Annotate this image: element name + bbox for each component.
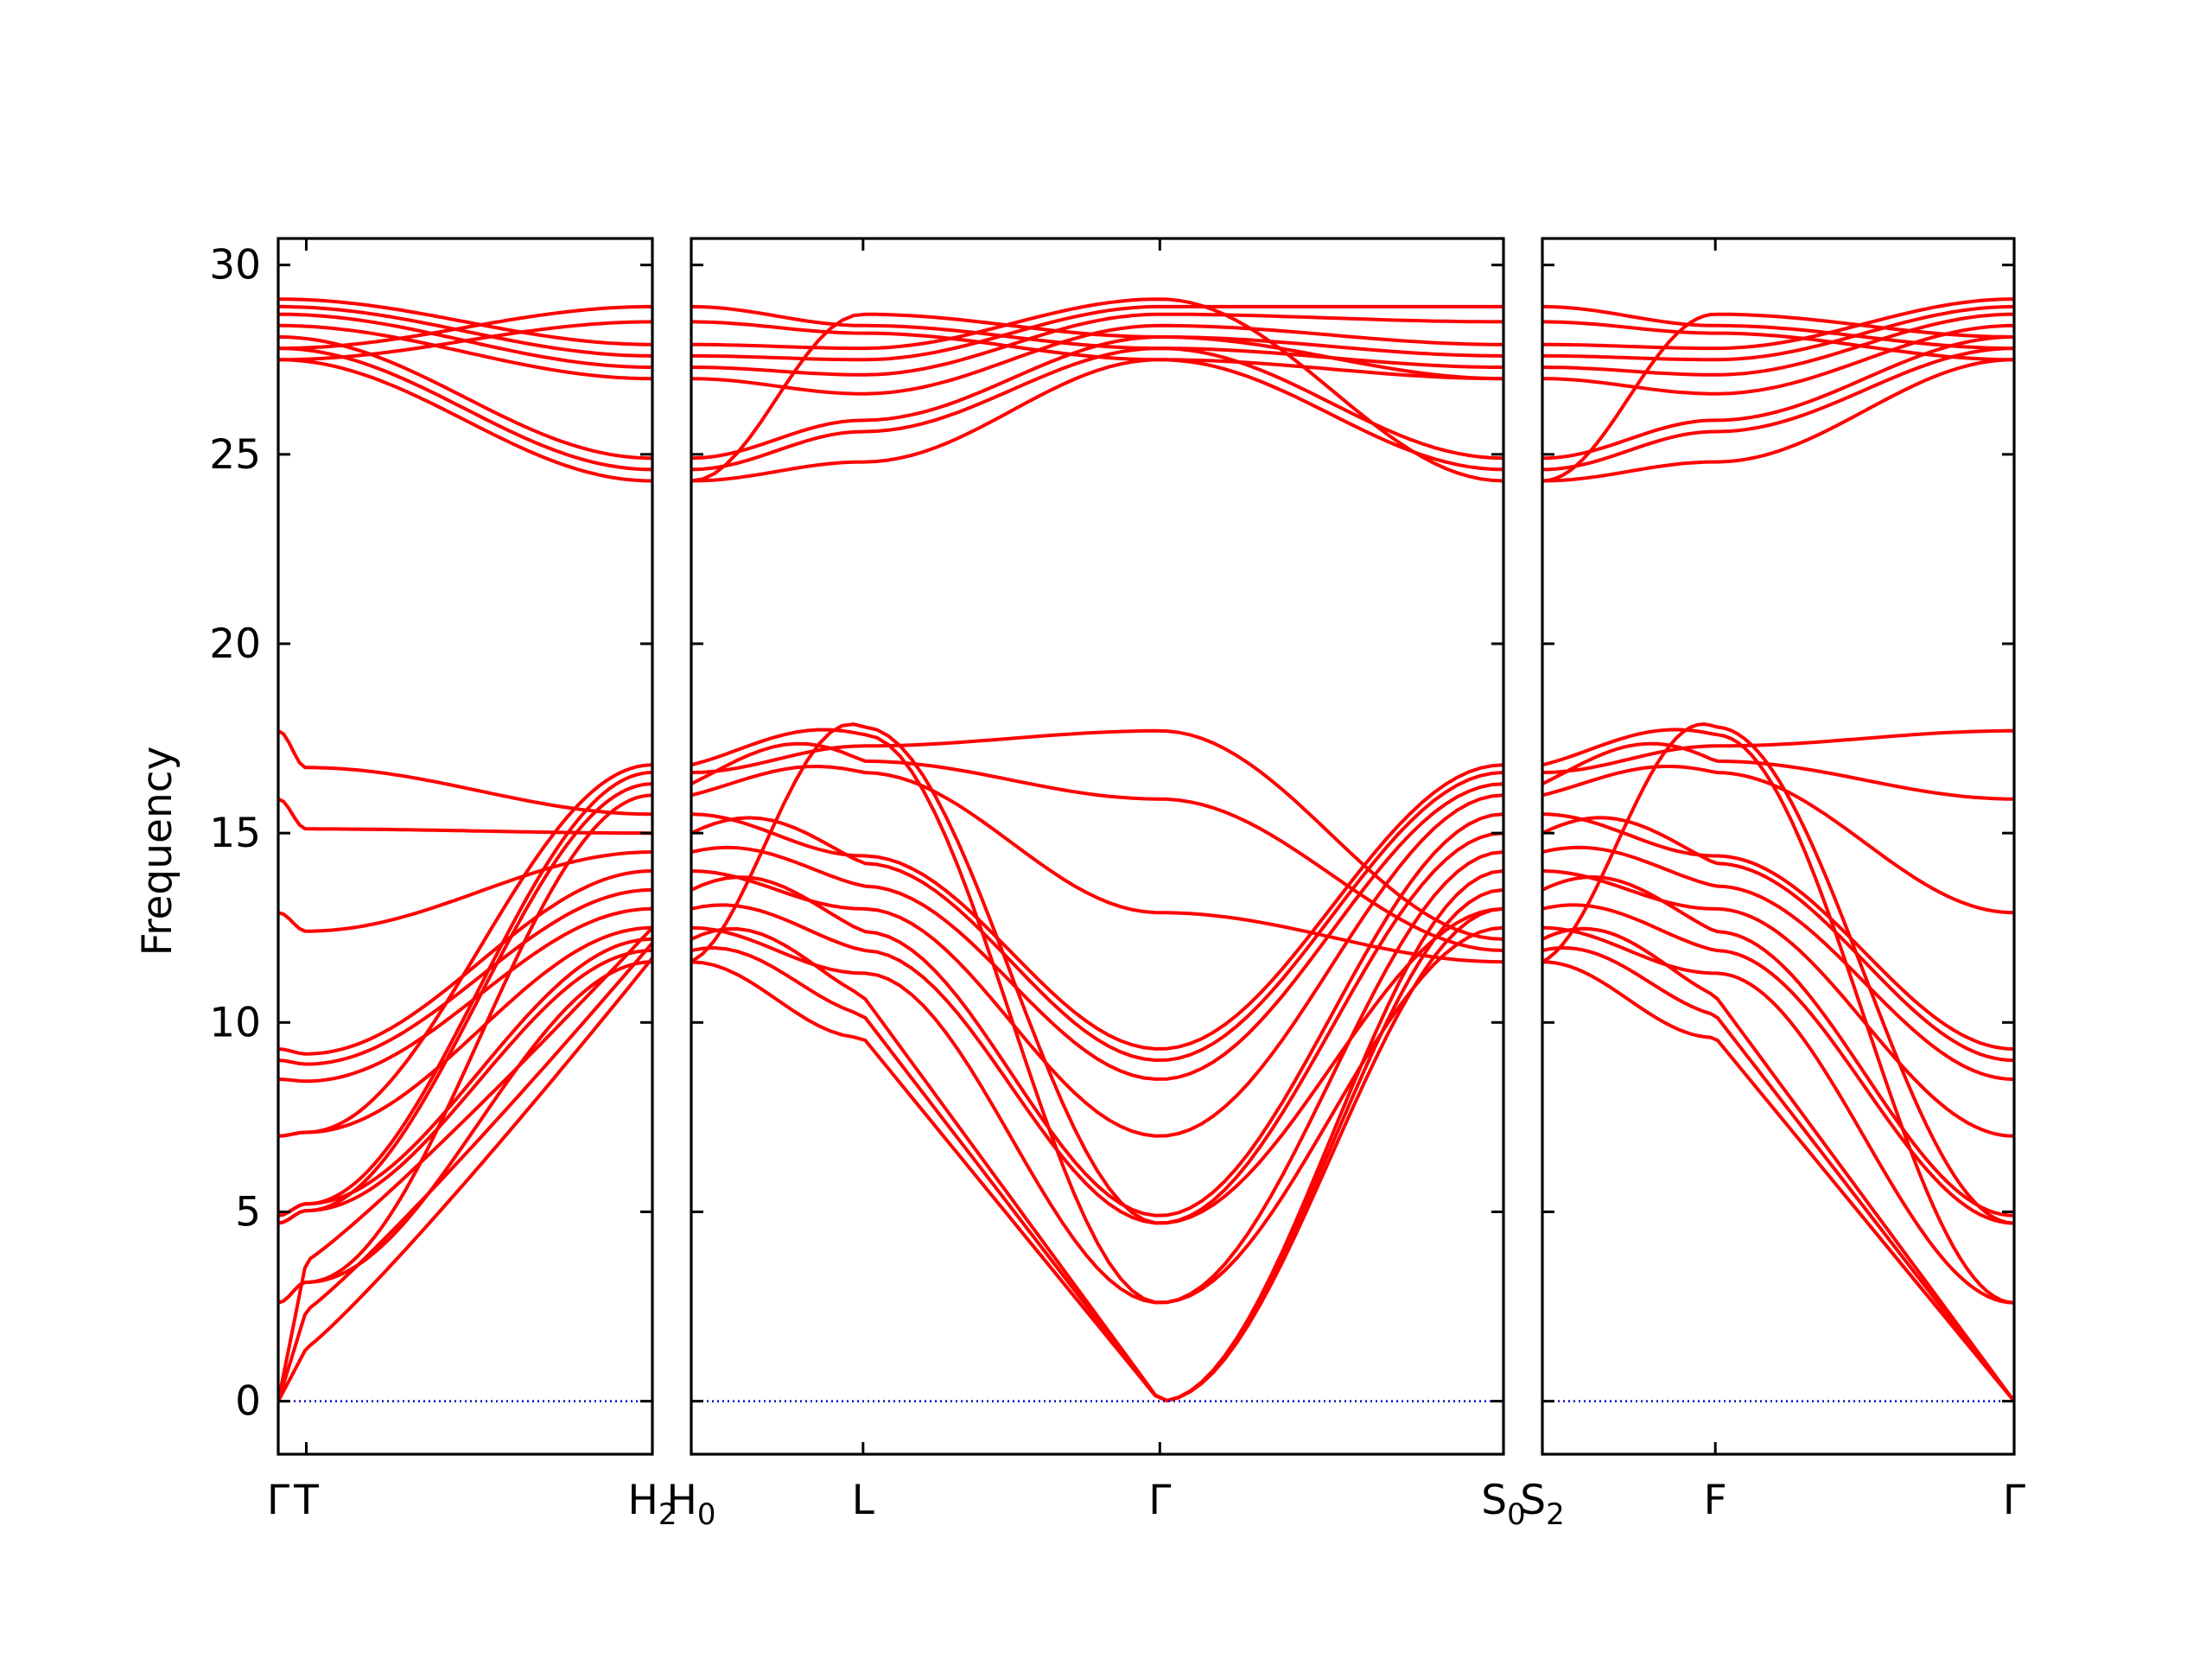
y-tick-label: 25 (209, 431, 261, 479)
band-line (278, 960, 652, 1305)
band-line (1542, 869, 2014, 1138)
band-line (691, 728, 1503, 941)
band-line (278, 949, 652, 1225)
y-tick-label: 5 (235, 1188, 261, 1236)
band-line (278, 304, 652, 351)
band-line (1542, 728, 2014, 1305)
y-tick-label: 30 (209, 242, 261, 289)
band-line (1542, 312, 2014, 483)
band-line (1542, 945, 2014, 1402)
band-line (278, 906, 652, 1084)
band-line (691, 764, 1503, 964)
panel-2-frame (690, 237, 1505, 1456)
band-line (278, 771, 652, 1217)
band-line (1542, 874, 2014, 1217)
band-line (278, 941, 652, 1402)
band-line (278, 937, 652, 1217)
band-line (1542, 925, 2014, 1305)
band-line (691, 850, 1503, 1305)
band-line (691, 831, 1503, 1225)
band-line (691, 312, 1503, 483)
band-line (278, 358, 652, 483)
x-tick-label: H2 (628, 1477, 677, 1532)
x-tick-label: S2 (1520, 1477, 1564, 1532)
band-line (691, 304, 1503, 461)
band-line (1542, 816, 2014, 1063)
band-line (1542, 304, 2014, 351)
band-line (691, 812, 1503, 1217)
band-line (691, 793, 1503, 1138)
x-tick-label: Γ (2003, 1477, 2025, 1524)
y-tick-label: 10 (209, 999, 261, 1046)
band-line (691, 323, 1503, 396)
band-line (691, 358, 1503, 483)
band-line (1542, 297, 2014, 351)
band-line (278, 925, 652, 1138)
band-line (278, 887, 652, 1066)
band-line (278, 320, 652, 362)
band-line (1542, 728, 2014, 774)
band-line (1542, 765, 2014, 915)
y-tick-label: 0 (235, 1378, 261, 1426)
x-tick-label: S0 (1481, 1477, 1525, 1532)
y-axis-title: Frequency (134, 747, 181, 957)
band-line (278, 850, 652, 933)
band-line (278, 782, 652, 1225)
band-line (1542, 926, 2014, 1402)
band-line (1542, 741, 2014, 801)
band-line (1542, 335, 2014, 461)
band-line (1542, 320, 2014, 362)
panel-2-bands (691, 297, 1503, 1403)
band-line (691, 782, 1503, 1081)
band-line (1542, 960, 2014, 1402)
y-tick-label: 20 (209, 620, 261, 668)
band-line (691, 869, 1503, 1403)
y-tick-label: 15 (209, 810, 261, 857)
band-line (691, 763, 1503, 1051)
band-line (278, 926, 652, 1402)
band-line (1542, 323, 2014, 396)
band-line (691, 887, 1503, 1403)
band-line (1542, 721, 2014, 1225)
band-line (1542, 845, 2014, 1082)
x-tick-label: T (293, 1477, 319, 1524)
band-line (691, 906, 1503, 1403)
band-line (278, 323, 652, 381)
band-line (278, 297, 652, 346)
band-line (691, 728, 1503, 1305)
band-line (1542, 346, 2014, 472)
x-tick-label: F (1704, 1477, 1727, 1524)
x-tick-label: Γ (1148, 1477, 1171, 1524)
band-line (278, 304, 652, 358)
band-line (1542, 304, 2014, 362)
panel-3-frame (1541, 237, 2016, 1456)
x-tick-label: Γ (267, 1477, 289, 1524)
band-line (278, 957, 652, 1402)
panel-1-frame (276, 237, 654, 1456)
band-line (691, 304, 1503, 362)
panel-3-bands (1542, 297, 2014, 1402)
panel-1-bands (278, 297, 652, 1402)
band-line (1542, 358, 2014, 483)
band-line (1542, 312, 2014, 377)
band-line (278, 763, 652, 1138)
band-line (278, 793, 652, 1305)
x-tick-label: H0 (667, 1477, 716, 1532)
band-line (691, 722, 1503, 1225)
band-line (1542, 903, 2014, 1225)
band-line (691, 312, 1503, 377)
x-tick-label: L (852, 1477, 874, 1524)
band-line (278, 729, 652, 817)
